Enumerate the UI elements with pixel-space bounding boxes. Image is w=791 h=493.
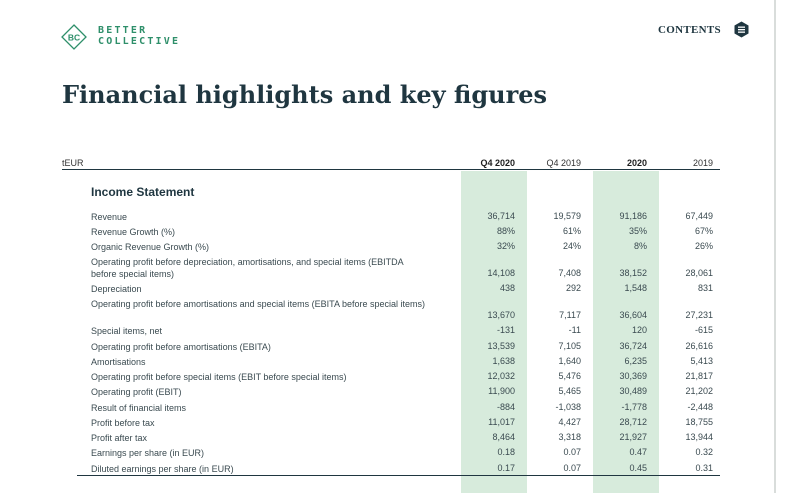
section-title: Income Statement (91, 185, 195, 199)
cell-2020: 21,927 (619, 432, 647, 442)
page-edge (774, 0, 776, 493)
contents-link[interactable]: CONTENTS (658, 24, 721, 36)
row-label: Earnings per share (in EUR) (91, 448, 205, 458)
cell-2020: 38,152 (619, 268, 647, 278)
cell-q4-2019: 7,117 (559, 310, 581, 320)
svg-text:BC: BC (68, 33, 80, 43)
cell-q4-2019: 5,465 (558, 386, 581, 396)
row-label: Diluted earnings per share (in EUR) (91, 464, 234, 474)
cell-2020: 1,548 (624, 283, 647, 293)
cell-q4-2020: 13,539 (487, 341, 515, 351)
row-label: Operating profit before depreciation, am… (91, 257, 404, 279)
cell-q4-2020: 0.18 (497, 447, 515, 457)
column-header-q4-2019: Q4 2019 (546, 158, 581, 168)
cell-2020: 28,712 (619, 417, 647, 427)
better-collective-logo-icon: BC (61, 24, 87, 50)
logo-line-2: COLLECTIVE (98, 36, 181, 47)
cell-2019: 26,616 (685, 341, 713, 351)
row-label: Amortisations (91, 357, 146, 367)
cell-q4-2020: 1,638 (492, 356, 515, 366)
cell-q4-2019: -11 (568, 325, 581, 335)
cell-2019: 21,202 (685, 386, 713, 396)
cell-2020: 36,724 (619, 341, 647, 351)
row-label: Profit after tax (91, 433, 148, 443)
row-label: Organic Revenue Growth (%) (91, 242, 210, 252)
table-bottom-divider (77, 475, 720, 476)
logo-wordmark: BETTER COLLECTIVE (98, 25, 180, 47)
row-label: Special items, net (91, 326, 163, 336)
logo-line-1: BETTER (98, 25, 148, 36)
highlight-column-2020 (593, 171, 659, 493)
cell-2019: 67,449 (685, 211, 713, 221)
row-label: Operating profit before amortisations (E… (91, 342, 271, 352)
row-label: Revenue Growth (%) (91, 227, 176, 237)
cell-2019: 0.31 (695, 463, 713, 473)
cell-q4-2020: 88% (496, 226, 515, 236)
cell-q4-2020: 36,714 (487, 211, 515, 221)
cell-2019: -615 (694, 325, 713, 335)
cell-2019: 27,231 (685, 310, 713, 320)
row-label: Depreciation (91, 284, 142, 294)
cell-q4-2020: 13,670 (487, 310, 515, 320)
cell-2019: 831 (697, 283, 713, 293)
cell-q4-2020: -131 (496, 325, 515, 335)
page-title: Financial highlights and key figures (62, 80, 548, 109)
cell-q4-2020: 0.17 (497, 463, 515, 473)
cell-q4-2019: 292 (565, 283, 581, 293)
cell-2020: 6,235 (624, 356, 647, 366)
cell-2020: 36,604 (619, 310, 647, 320)
cell-2019: 5,413 (690, 356, 713, 366)
cell-2019: 18,755 (685, 417, 713, 427)
column-header-2020: 2020 (626, 158, 647, 168)
cell-2019: 67% (694, 226, 713, 236)
cell-2020: 120 (631, 325, 647, 335)
unit-label: tEUR (62, 158, 84, 168)
row-label: Operating profit before amortisations an… (91, 299, 425, 309)
cell-q4-2019: 4,427 (558, 417, 581, 427)
cell-q4-2019: 7,408 (558, 268, 581, 278)
cell-q4-2020: 11,017 (488, 417, 515, 427)
cell-q4-2019: 1,640 (558, 356, 581, 366)
cell-q4-2020: 11,900 (488, 386, 515, 396)
column-header-2019: 2019 (692, 158, 713, 168)
cell-q4-2019: 5,476 (558, 371, 581, 381)
cell-q4-2019: 24% (562, 241, 581, 251)
cell-q4-2020: 438 (499, 283, 515, 293)
cell-q4-2019: 0.07 (563, 463, 581, 473)
cell-2020: 8% (633, 241, 647, 251)
cell-2019: 28,061 (685, 268, 713, 278)
column-header-q4-2020: Q4 2020 (480, 158, 515, 168)
cell-2020: 30,489 (619, 386, 647, 396)
cell-2019: -2,448 (687, 402, 713, 412)
row-label: Profit before tax (91, 418, 155, 428)
cell-q4-2020: 32% (496, 241, 515, 251)
cell-q4-2019: -1,038 (555, 402, 581, 412)
cell-2020: 35% (628, 226, 647, 236)
cell-2019: 26% (694, 241, 713, 251)
row-label: Revenue (91, 212, 128, 222)
cell-q4-2020: 12,032 (487, 371, 515, 381)
cell-2019: 21,817 (685, 371, 713, 381)
cell-q4-2019: 0.07 (563, 447, 581, 457)
header-divider (62, 169, 720, 170)
cell-2020: 91,186 (619, 211, 647, 221)
row-label: Result of financial items (91, 403, 187, 413)
cell-2019: 13,944 (685, 432, 713, 442)
cell-2020: -1,778 (621, 402, 647, 412)
cell-q4-2020: 8,464 (492, 432, 515, 442)
cell-2020: 0.45 (629, 463, 647, 473)
menu-list-icon[interactable] (733, 21, 750, 38)
row-label: Operating profit (EBIT) (91, 387, 182, 397)
cell-q4-2020: 14,108 (487, 268, 515, 278)
cell-2020: 0.47 (629, 447, 647, 457)
cell-q4-2019: 7,105 (558, 341, 581, 351)
cell-2019: 0.32 (695, 447, 713, 457)
row-label: Operating profit before special items (E… (91, 372, 347, 382)
cell-q4-2019: 3,318 (558, 432, 581, 442)
cell-q4-2019: 19,579 (553, 211, 581, 221)
cell-2020: 30,369 (619, 371, 647, 381)
highlight-column-q4-2020 (461, 171, 527, 493)
cell-q4-2019: 61% (562, 226, 581, 236)
cell-q4-2020: -884 (496, 402, 515, 412)
